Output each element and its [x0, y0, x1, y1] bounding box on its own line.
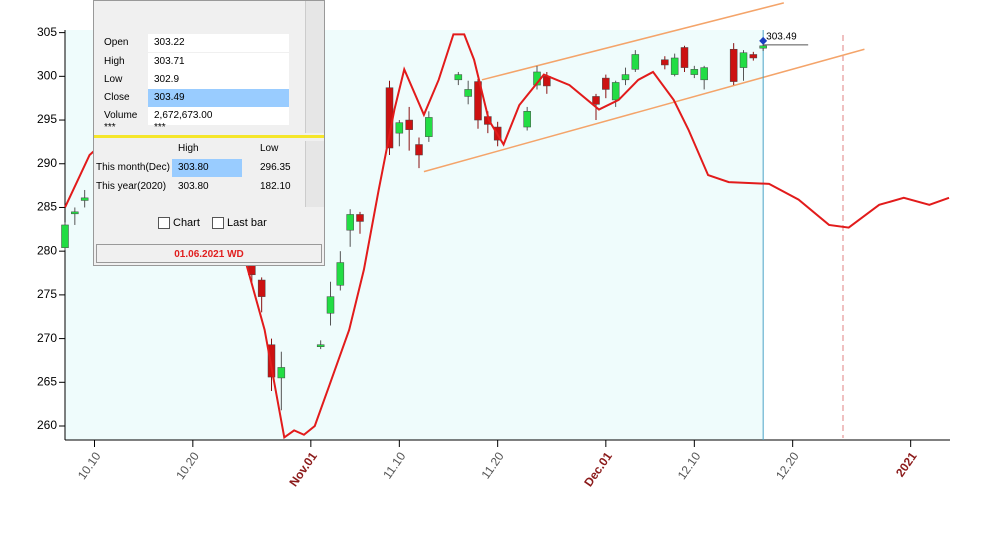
row: Low 302.9	[94, 71, 289, 89]
header-row: High Low	[94, 140, 304, 158]
x-tick-label: 11.10	[380, 449, 408, 481]
candle-body	[739, 52, 748, 68]
y-tick-label: 280	[37, 243, 57, 257]
label: Low	[104, 74, 123, 85]
label: Volume	[104, 110, 138, 121]
value: 303.22	[148, 34, 289, 52]
last-price-marker	[759, 36, 768, 45]
value: 303.80	[178, 181, 209, 192]
header: Low	[260, 143, 279, 154]
row: This year(2020) 303.80 182.10	[94, 178, 304, 196]
y-tick-label: 270	[37, 331, 57, 345]
x-tick-label: 2021	[893, 449, 920, 479]
label: Open	[104, 37, 129, 48]
y-tick-label: 290	[37, 156, 57, 170]
candle-body	[700, 67, 708, 81]
row: This month(Dec) 303.80 296.35	[94, 159, 304, 177]
candle-body	[61, 224, 69, 248]
checkbox-label: Chart	[173, 217, 200, 229]
x-tick-label: 11.20	[479, 449, 507, 481]
checkbox[interactable]: Last bar	[212, 217, 267, 230]
value: 2,672,673.00	[148, 107, 289, 125]
separator	[94, 135, 324, 138]
info-panel: Open 303.22 High 303.71 Low 302.9 Close 303.…	[93, 0, 325, 266]
row: Open 303.22	[94, 34, 289, 52]
value: 303.80	[172, 159, 242, 177]
x-tick-label: Nov.01	[286, 449, 320, 489]
candle-body	[326, 296, 335, 314]
channel-line	[481, 2, 785, 81]
y-tick-label: 295	[37, 112, 57, 126]
x-tick-label: 12.20	[773, 449, 802, 482]
value: 296.35	[260, 162, 291, 173]
candle-body	[592, 96, 600, 105]
candle-body	[680, 47, 689, 68]
candle-body	[395, 122, 404, 134]
candle-body	[729, 48, 738, 82]
value: 182.10	[260, 181, 291, 192]
scrollbar[interactable]	[305, 1, 324, 133]
candle-body	[670, 57, 679, 75]
y-tick-label: 285	[37, 200, 57, 214]
value: ***	[154, 123, 166, 133]
checkbox-label: Last bar	[227, 217, 267, 229]
candle-body	[602, 77, 610, 90]
value: 303.49	[148, 89, 289, 107]
x-tick-label: 10.10	[75, 449, 104, 482]
candle-body	[267, 344, 276, 378]
candle-body	[464, 89, 472, 97]
y-tick-label: 300	[37, 69, 57, 83]
label: ***	[104, 123, 116, 133]
x-tick-label: 12.10	[675, 449, 704, 482]
candle-body	[631, 54, 640, 70]
candle-body	[346, 214, 354, 231]
checkbox[interactable]: Chart	[158, 217, 200, 230]
row: Close 303.49	[94, 89, 289, 107]
candle-body	[749, 54, 758, 59]
trend-line	[64, 33, 950, 440]
label: Close	[104, 92, 130, 103]
scrollbar[interactable]	[305, 141, 324, 207]
label: High	[104, 56, 125, 67]
value: 303.71	[148, 53, 289, 71]
row: *** ***	[94, 123, 289, 133]
y-tick-label: 275	[37, 287, 57, 301]
value: 302.9	[148, 71, 289, 89]
candle-body	[661, 59, 669, 66]
y-tick-label: 265	[37, 374, 57, 388]
x-tick-label: 10.20	[173, 449, 202, 482]
label: This year(2020)	[96, 181, 167, 192]
header: High	[178, 143, 199, 154]
x-tick-label: Dec.01	[581, 449, 615, 489]
y-tick-label: 260	[37, 418, 57, 432]
candle-body	[257, 279, 266, 297]
candle-body	[415, 144, 423, 156]
candle-body	[474, 81, 482, 121]
candle-body	[523, 111, 531, 128]
candle-body	[690, 69, 699, 75]
candle-body	[356, 214, 364, 222]
candle-body	[336, 262, 345, 286]
y-tick-label: 305	[37, 25, 57, 39]
candle-body	[316, 344, 325, 347]
candle-body	[80, 197, 89, 201]
candle-body	[277, 367, 286, 379]
candle-body	[71, 211, 79, 215]
candle-body	[454, 74, 463, 81]
candle-body	[611, 82, 620, 101]
candle-body	[621, 74, 630, 81]
channel-line	[423, 48, 865, 173]
candle-body	[405, 119, 413, 130]
row: High 303.71	[94, 53, 289, 71]
date-label: 01.06.2021 WD	[96, 244, 322, 263]
candle-body	[425, 117, 433, 137]
last-price-label: 303.49	[766, 31, 797, 42]
label: This month(Dec)	[96, 162, 170, 173]
row: Volume 2,672,673.00	[94, 107, 289, 125]
candle-body	[759, 45, 767, 49]
